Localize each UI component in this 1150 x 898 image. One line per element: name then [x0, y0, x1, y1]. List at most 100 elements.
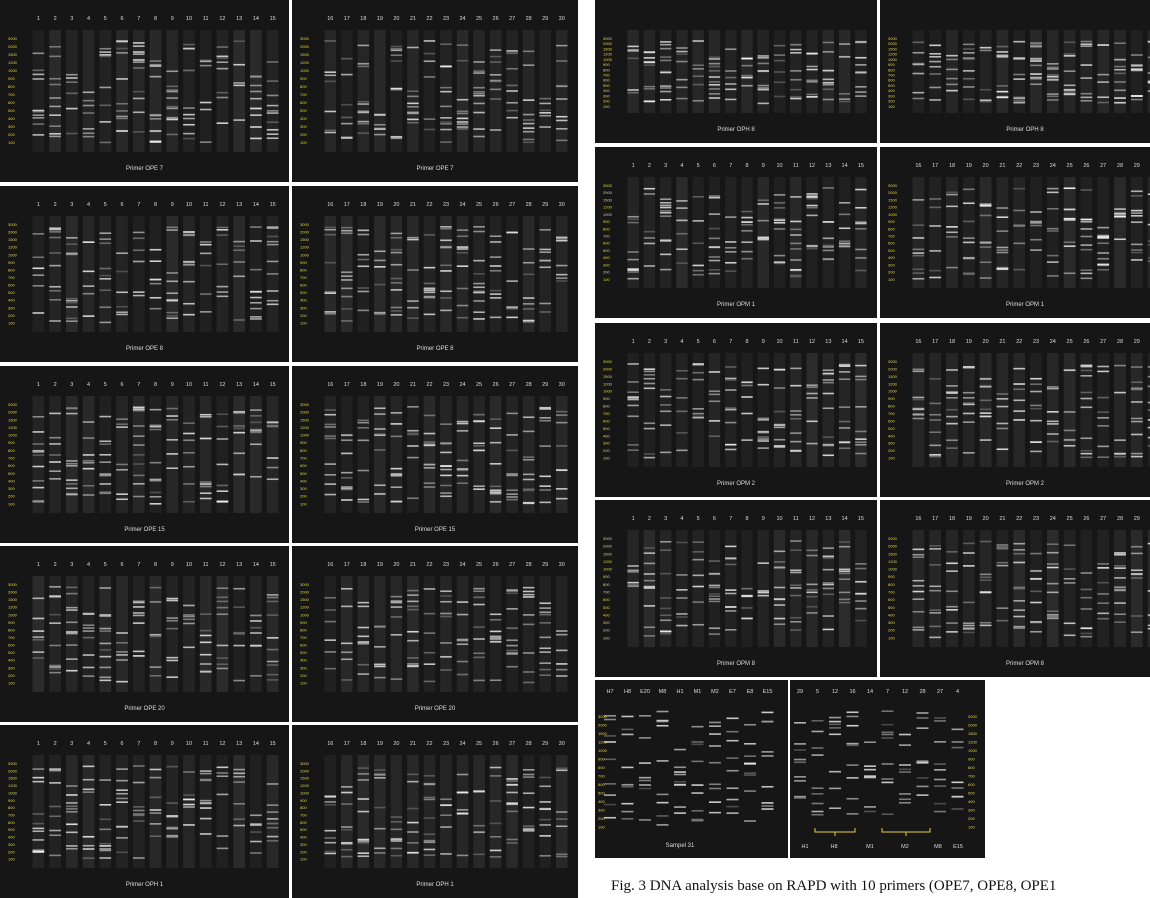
- band: [794, 797, 806, 799]
- band: [99, 322, 111, 324]
- band: [33, 53, 45, 55]
- band: [1131, 577, 1143, 579]
- band: [676, 61, 687, 63]
- band: [676, 51, 687, 53]
- band: [341, 137, 353, 139]
- band: [166, 620, 178, 622]
- band: [693, 274, 704, 276]
- band: [627, 271, 638, 273]
- band: [523, 671, 535, 673]
- ladder-label: 1200: [888, 381, 898, 386]
- band: [644, 265, 655, 267]
- ladder-label: 1000: [8, 252, 18, 257]
- band: [790, 570, 801, 572]
- band: [1114, 102, 1126, 104]
- band: [556, 853, 568, 855]
- band: [622, 716, 634, 718]
- band: [1131, 221, 1143, 223]
- band: [693, 242, 704, 244]
- band: [133, 782, 145, 784]
- band: [855, 379, 866, 381]
- band: [166, 227, 178, 229]
- band: [1047, 74, 1059, 76]
- band: [407, 237, 419, 239]
- band: [267, 804, 279, 806]
- band: [622, 734, 634, 736]
- ladder-label: 1500: [300, 52, 310, 57]
- band: [676, 220, 687, 222]
- band: [1030, 391, 1042, 393]
- band: [183, 314, 195, 316]
- band: [374, 493, 386, 495]
- band: [250, 430, 262, 432]
- lane-smear: [1047, 530, 1059, 647]
- ladder-label: 2000: [888, 190, 898, 195]
- band: [1081, 370, 1093, 372]
- band: [823, 246, 834, 248]
- band: [324, 409, 336, 411]
- band: [709, 260, 720, 262]
- band: [391, 88, 403, 90]
- band: [183, 231, 195, 233]
- band: [1081, 97, 1093, 99]
- band: [790, 418, 801, 420]
- band: [358, 121, 370, 123]
- band: [358, 123, 370, 125]
- band: [980, 409, 992, 411]
- band: [523, 303, 535, 305]
- primer-label: Primer OPE 8: [416, 346, 454, 352]
- band: [166, 600, 178, 602]
- band: [267, 823, 279, 825]
- band: [506, 645, 518, 647]
- band: [917, 762, 929, 764]
- band: [913, 408, 925, 410]
- band: [473, 318, 485, 320]
- band: [913, 549, 925, 551]
- band: [116, 642, 128, 644]
- band: [440, 798, 452, 800]
- band: [523, 262, 535, 264]
- band: [963, 452, 975, 454]
- ladder-label: 500: [598, 791, 605, 796]
- band: [457, 44, 469, 46]
- band: [267, 840, 279, 842]
- band: [1081, 221, 1093, 223]
- band: [233, 803, 245, 805]
- band: [217, 57, 229, 59]
- band: [440, 442, 452, 444]
- band: [116, 48, 128, 50]
- band: [855, 431, 866, 433]
- band: [997, 393, 1009, 395]
- lane-number: 9: [171, 382, 174, 388]
- band: [66, 77, 78, 79]
- band: [839, 578, 850, 580]
- band: [166, 827, 178, 829]
- band: [556, 411, 568, 413]
- band: [374, 777, 386, 779]
- band: [66, 587, 78, 589]
- band: [758, 368, 769, 370]
- band: [692, 792, 704, 794]
- band: [899, 769, 911, 771]
- band: [963, 242, 975, 244]
- band: [539, 808, 551, 810]
- band: [1013, 562, 1025, 564]
- band: [627, 584, 638, 586]
- band: [812, 793, 824, 795]
- lane-number: 24: [1050, 339, 1056, 345]
- band: [133, 601, 145, 603]
- band: [506, 90, 518, 92]
- lane-smear: [1131, 30, 1143, 113]
- lane-smear: [963, 353, 975, 467]
- group-label: M1: [866, 844, 874, 850]
- band: [1114, 565, 1126, 567]
- band: [506, 666, 518, 668]
- band: [150, 118, 162, 120]
- band: [1013, 210, 1025, 212]
- band: [33, 639, 45, 641]
- band: [758, 237, 769, 239]
- band: [627, 381, 638, 383]
- band: [440, 656, 452, 658]
- band: [150, 496, 162, 498]
- lane-number: 13: [236, 562, 242, 568]
